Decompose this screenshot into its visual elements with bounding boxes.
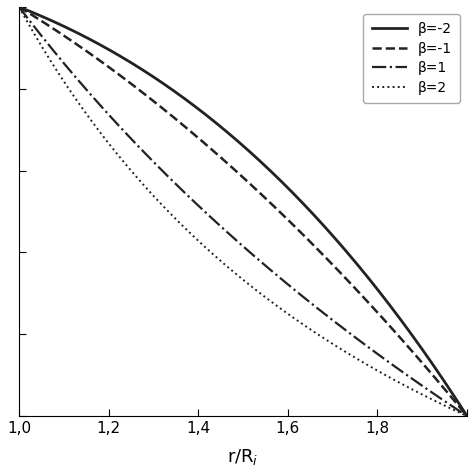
β=-2	[259, 160, 264, 165]
β=-1	[283, 215, 289, 220]
β=2	[229, 268, 235, 273]
β=2	[383, 373, 389, 378]
Line: β=2: β=2	[19, 7, 467, 416]
β=2	[232, 270, 237, 275]
β=1	[16, 4, 22, 10]
β=-1	[259, 191, 264, 197]
β=2	[16, 4, 22, 10]
β=1	[464, 413, 470, 419]
β=-1	[229, 164, 235, 170]
β=-2	[464, 413, 470, 419]
X-axis label: r/R$_i$: r/R$_i$	[228, 447, 259, 467]
Line: β=-2: β=-2	[19, 7, 467, 416]
β=-2	[232, 136, 237, 141]
β=-2	[16, 4, 22, 10]
β=-1	[16, 4, 22, 10]
β=-2	[454, 397, 459, 402]
β=-2	[283, 183, 289, 189]
β=2	[464, 413, 470, 419]
β=-2	[229, 133, 235, 139]
β=2	[259, 292, 264, 297]
Legend: β=-2, β=-1, β=1, β=2: β=-2, β=-1, β=1, β=2	[364, 14, 460, 103]
β=2	[454, 408, 459, 414]
β=2	[283, 310, 289, 315]
β=-1	[232, 167, 237, 173]
β=1	[259, 259, 264, 265]
β=-1	[383, 319, 389, 325]
β=1	[229, 234, 235, 239]
β=1	[232, 236, 237, 242]
Line: β=-1: β=-1	[19, 7, 467, 416]
β=-2	[383, 298, 389, 303]
β=1	[454, 406, 459, 412]
Line: β=1: β=1	[19, 7, 467, 416]
β=-1	[464, 413, 470, 419]
β=1	[383, 357, 389, 363]
β=-1	[454, 400, 459, 406]
β=1	[283, 280, 289, 285]
